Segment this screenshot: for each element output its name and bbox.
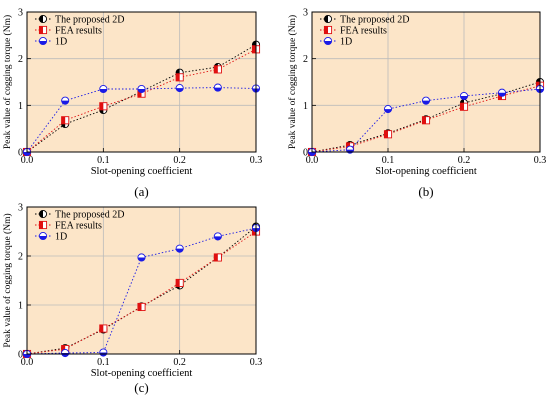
data-point — [383, 130, 393, 139]
data-point — [213, 232, 222, 241]
data-point — [61, 116, 70, 125]
data-point — [137, 84, 146, 94]
y-tick-label: 1 — [18, 301, 23, 312]
x-axis-label: Slot-opening coefficient — [375, 166, 477, 177]
data-point — [175, 84, 184, 93]
legend-label: FEA results — [340, 26, 387, 37]
y-tick-label: 1 — [303, 101, 308, 112]
x-tick-label: 0.1 — [382, 155, 395, 166]
data-point — [61, 96, 70, 105]
y-tick-label: 0 — [18, 350, 23, 361]
y-axis-label: Peak value of cogging torque (Nm) — [2, 15, 13, 149]
data-point — [61, 348, 70, 358]
x-tick-label: 0.3 — [250, 155, 263, 166]
data-point — [421, 96, 431, 105]
y-tick-label: 1 — [18, 101, 23, 112]
plot-frame — [311, 11, 541, 153]
legend-marker — [38, 36, 48, 46]
plot-area — [27, 207, 256, 354]
x-tick-label: 0.1 — [97, 357, 110, 368]
data-point — [99, 324, 108, 333]
legend-label: The proposed 2D — [55, 210, 124, 221]
y-tick-label: 0 — [303, 148, 308, 159]
data-point — [137, 253, 146, 262]
legend-label: 1D — [55, 232, 67, 243]
panel-label: (b) — [418, 184, 433, 199]
y-tick-label: 2 — [303, 54, 308, 65]
x-tick-label: 0.2 — [458, 155, 471, 166]
data-point — [497, 88, 507, 97]
legend-marker — [323, 36, 333, 46]
legend-marker — [323, 14, 333, 24]
x-axis-label: Slot-opening coefficient — [91, 166, 193, 177]
data-point — [459, 91, 469, 101]
legend-label: FEA results — [55, 26, 102, 37]
data-point — [175, 244, 184, 253]
x-tick-label: 0.0 — [21, 357, 34, 368]
legend-marker — [38, 14, 48, 24]
legend-label: The proposed 2D — [55, 15, 124, 26]
data-point — [175, 73, 184, 82]
y-tick-label: 3 — [18, 8, 23, 19]
panel-label: (c) — [134, 380, 148, 395]
x-tick-label: 0.2 — [173, 357, 186, 368]
data-point — [421, 116, 431, 125]
x-tick-label: 0.0 — [306, 155, 319, 166]
legend-marker — [38, 220, 48, 230]
legend-label: The proposed 2D — [340, 15, 409, 26]
x-tick-label: 0.2 — [173, 155, 186, 166]
plot-frame — [26, 11, 257, 153]
legend-label: FEA results — [55, 221, 102, 232]
x-tick-label: 0.3 — [534, 155, 547, 166]
legend-label: 1D — [55, 37, 67, 48]
y-tick-label: 3 — [18, 203, 23, 214]
data-point — [175, 278, 184, 288]
x-tick-label: 0.3 — [250, 357, 263, 368]
data-point — [213, 65, 222, 74]
y-axis-label: Peak value of cogging torque (Nm) — [287, 15, 298, 149]
panel-label: (a) — [134, 184, 148, 199]
y-tick-label: 3 — [303, 8, 308, 19]
x-tick-label: 0.0 — [21, 155, 34, 166]
x-axis-label: Slot-opening coefficient — [91, 368, 193, 379]
data-point — [459, 102, 469, 111]
data-point — [137, 302, 146, 312]
data-point — [99, 84, 108, 94]
plot-area — [312, 12, 540, 152]
plot-frame — [26, 206, 257, 355]
data-point — [213, 253, 222, 262]
data-point — [99, 102, 108, 111]
y-tick-label: 2 — [18, 54, 23, 65]
legend-label: 1D — [340, 37, 352, 48]
legend-marker — [38, 25, 48, 35]
y-axis-label: Peak value of cogging torque (Nm) — [2, 213, 13, 347]
legend-marker — [38, 231, 48, 241]
data-point — [213, 83, 222, 92]
legend-marker — [38, 209, 48, 219]
data-point — [99, 348, 108, 357]
data-point — [383, 105, 393, 114]
plot-area — [27, 12, 256, 152]
legend-marker — [323, 25, 333, 35]
y-tick-label: 2 — [18, 252, 23, 263]
x-tick-label: 0.1 — [97, 155, 110, 166]
y-tick-label: 0 — [18, 148, 23, 159]
